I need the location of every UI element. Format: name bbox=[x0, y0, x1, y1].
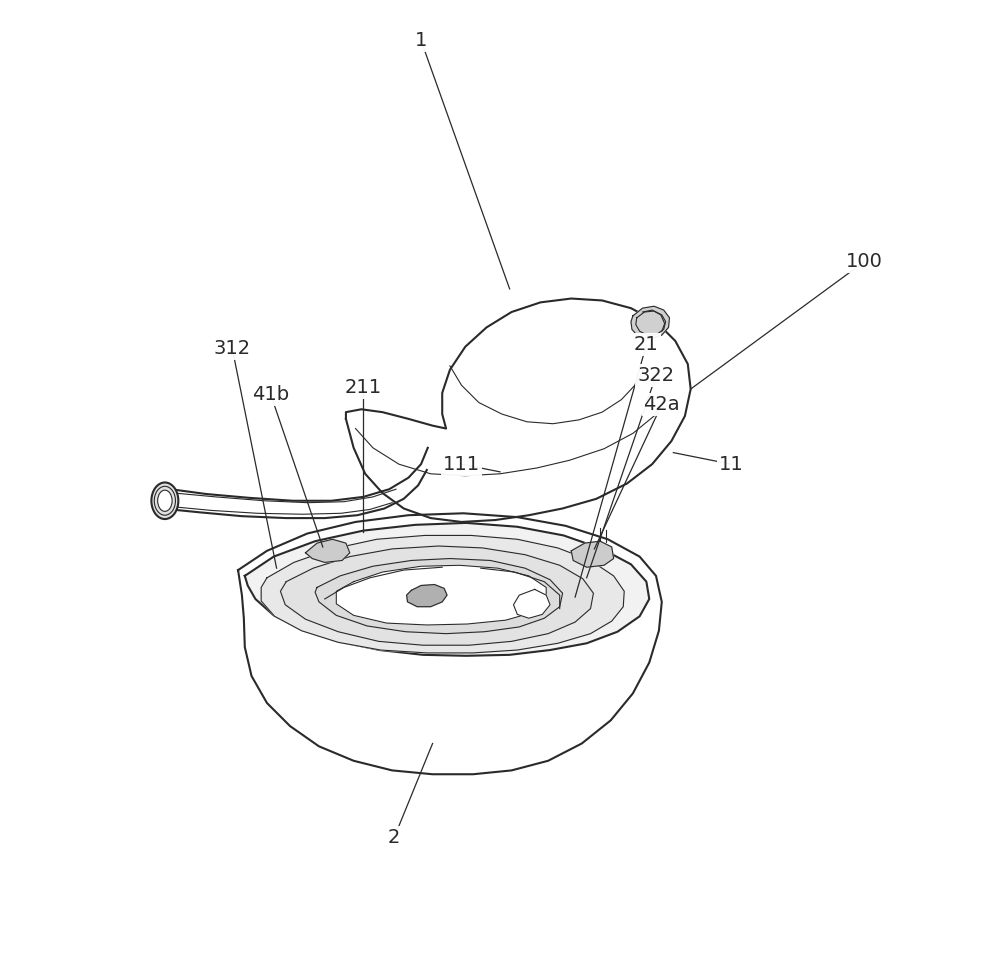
Text: 21: 21 bbox=[634, 335, 659, 354]
Text: 2: 2 bbox=[388, 828, 400, 847]
Polygon shape bbox=[305, 539, 350, 562]
Text: 41b: 41b bbox=[252, 385, 289, 404]
Polygon shape bbox=[315, 559, 563, 634]
Polygon shape bbox=[336, 565, 546, 625]
Polygon shape bbox=[280, 546, 593, 645]
Ellipse shape bbox=[158, 490, 172, 511]
Polygon shape bbox=[238, 513, 662, 774]
Text: 111: 111 bbox=[443, 455, 480, 474]
Polygon shape bbox=[631, 306, 669, 339]
Polygon shape bbox=[261, 535, 624, 653]
Text: 312: 312 bbox=[214, 339, 251, 358]
Text: 211: 211 bbox=[345, 377, 382, 397]
Polygon shape bbox=[513, 589, 550, 618]
Polygon shape bbox=[346, 299, 691, 522]
Polygon shape bbox=[571, 541, 614, 567]
Text: 100: 100 bbox=[846, 252, 882, 272]
Ellipse shape bbox=[151, 482, 178, 519]
Text: 11: 11 bbox=[719, 455, 743, 474]
Text: 322: 322 bbox=[637, 366, 675, 385]
Text: 42a: 42a bbox=[643, 395, 680, 414]
Text: 1: 1 bbox=[415, 31, 427, 50]
Polygon shape bbox=[245, 523, 649, 656]
Polygon shape bbox=[407, 585, 447, 607]
